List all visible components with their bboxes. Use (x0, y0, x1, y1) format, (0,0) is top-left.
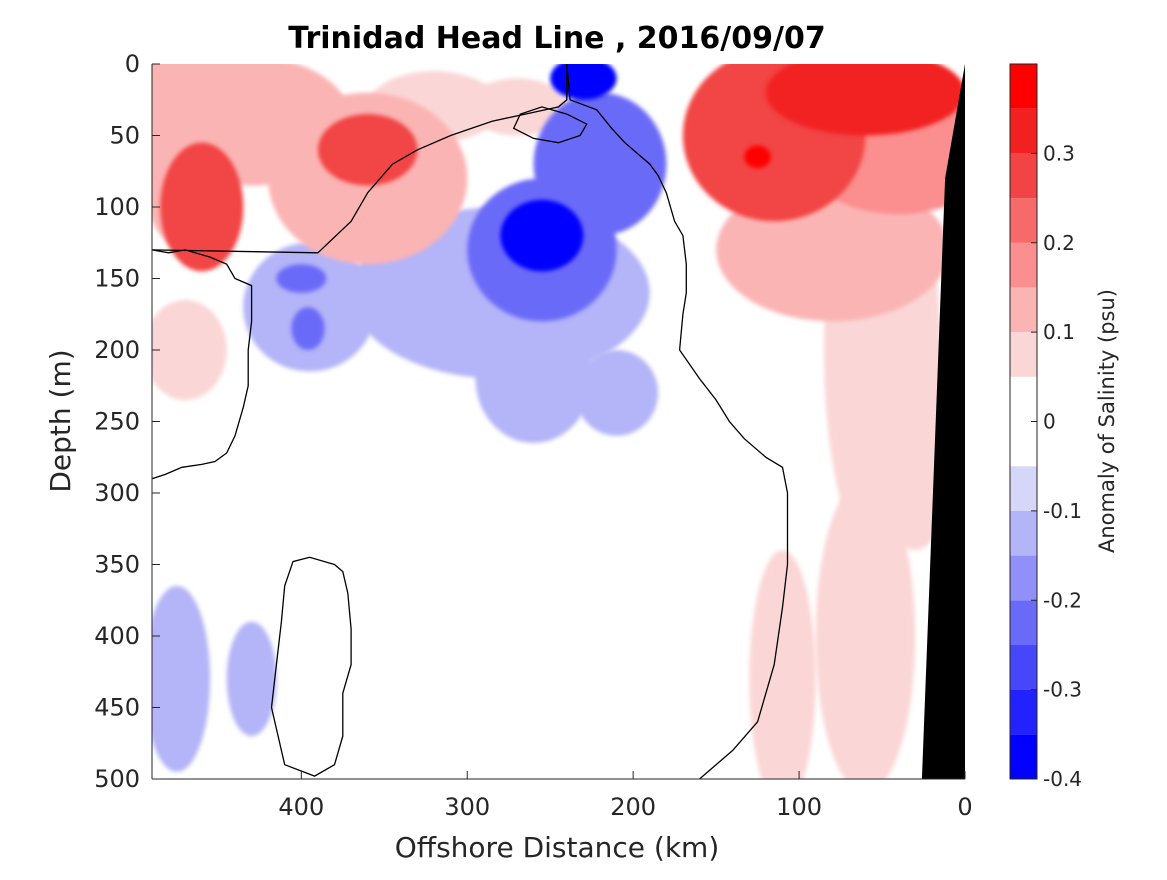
colorbar-segment-9 (1010, 287, 1037, 333)
colorbar-tick-label-7: 0.3 (1043, 141, 1075, 165)
y-tick-label-0: 0 (125, 50, 140, 78)
x-tick-label-3: 100 (776, 793, 822, 821)
colorbar-tick-label-2: -0.2 (1043, 588, 1082, 612)
y-tick-label-5: 250 (94, 408, 140, 436)
x-tick-label-2: 200 (610, 793, 656, 821)
anomaly-patch-11 (550, 64, 617, 100)
anomaly-patch-19 (226, 621, 277, 737)
anomaly-patch-10 (500, 199, 584, 272)
seafloor-wedge (921, 64, 965, 779)
zero-contour-1 (152, 249, 253, 480)
chart-title: Trinidad Head Line , 2016/09/07 (288, 21, 825, 56)
x-tick-label-0: 400 (278, 793, 324, 821)
y-tick-label-9: 450 (94, 694, 140, 722)
anomaly-patch-27 (815, 478, 916, 779)
anomaly-patch-18 (152, 585, 211, 772)
x-axis-label: Offshore Distance (km) (395, 831, 720, 864)
anomaly-patch-16 (276, 264, 327, 293)
colorbar-tick-label-4: 0 (1043, 410, 1056, 434)
colorbar-segment-11 (1010, 198, 1037, 243)
x-tick-label-1: 300 (444, 793, 490, 821)
colorbar-tick-label-1: -0.3 (1043, 678, 1082, 702)
colorbar-segment-6 (1010, 466, 1037, 511)
colorbar-segment-4 (1010, 555, 1037, 601)
y-tick-label-6: 300 (94, 479, 140, 507)
colorbar: -0.4 -0.3 -0.2 -0.1 0 0.1 0.2 0.3 (1009, 63, 1082, 791)
colorbar-segment-3 (1010, 600, 1037, 645)
anomaly-patch-9 (533, 92, 667, 236)
y-tick-label-7: 350 (94, 551, 140, 579)
y-axis: 0 50 100 150 200 250 300 350 400 450 500 (94, 50, 160, 793)
anomaly-patch-21 (765, 64, 965, 136)
colorbar-segment-13 (1010, 108, 1037, 154)
y-axis-label: Depth (m) (44, 349, 77, 492)
anomaly-patch-1 (160, 142, 244, 272)
colorbar-tick-label-3: -0.1 (1043, 499, 1082, 523)
y-tick-label-1: 50 (109, 122, 140, 150)
colorbar-segment-10 (1010, 242, 1037, 288)
anomaly-patch-17 (291, 307, 325, 350)
anomaly-patch-5 (152, 299, 227, 401)
colorbar-tick-label-6: 0.2 (1043, 231, 1075, 255)
colorbar-label: Anomaly of Salinity (psu) (1095, 289, 1119, 553)
anomaly-patch-13 (475, 314, 592, 443)
colorbar-segment-2 (1010, 644, 1037, 690)
colorbar-segment-8 (1010, 332, 1037, 377)
zero-contour-4 (512, 106, 588, 144)
colorbar-segment-0 (1010, 734, 1037, 779)
anomaly-patch-4 (317, 114, 418, 186)
zero-contour-lines (152, 64, 789, 779)
zero-contour-0 (566, 64, 789, 779)
colorbar-segment-14 (1010, 64, 1037, 109)
colorbar-segment-1 (1010, 689, 1037, 735)
zero-contour-3 (270, 556, 352, 777)
y-tick-label-2: 100 (94, 193, 140, 221)
y-tick-label-3: 150 (94, 265, 140, 293)
colorbar-segment-5 (1010, 510, 1037, 556)
colorbar-segment-12 (1010, 153, 1037, 199)
y-tick-label-4: 200 (94, 336, 140, 364)
anomaly-patch-14 (575, 350, 659, 436)
zero-contour-2 (152, 64, 568, 254)
anomaly-patch-15 (243, 242, 376, 372)
bathymetry (921, 64, 965, 779)
anomaly-patch-24 (744, 145, 771, 169)
y-tick-label-8: 400 (94, 622, 140, 650)
colorbar-tick-label-0: -0.4 (1043, 767, 1082, 791)
anomaly-patch-26 (749, 550, 816, 779)
colorbar-tick-label-5: 0.1 (1043, 320, 1075, 344)
y-tick-label-10: 500 (94, 765, 140, 793)
x-tick-label-4: 0 (957, 793, 972, 821)
x-axis: 400 300 200 100 0 (152, 771, 973, 821)
plot-area: 400 300 200 100 0 0 50 100 150 200 250 300 350 400 45… (94, 50, 973, 821)
